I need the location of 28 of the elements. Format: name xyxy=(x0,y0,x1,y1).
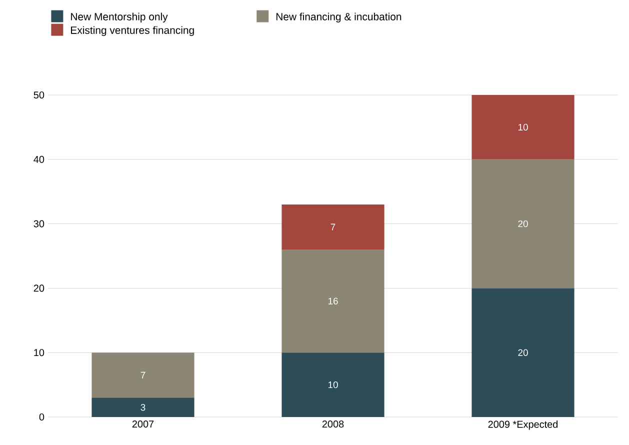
data-label: 7 xyxy=(140,372,146,378)
y-tick-label: 0 xyxy=(39,413,44,421)
legend-label: New financing & incubation xyxy=(276,12,402,22)
bar xyxy=(282,204,384,250)
bar xyxy=(92,352,194,398)
x-tick-label: 2007 xyxy=(132,420,154,428)
bar xyxy=(472,159,574,288)
bar xyxy=(472,288,574,417)
y-tick-label: 20 xyxy=(34,284,44,292)
y-tick-label: 10 xyxy=(34,349,44,356)
bar xyxy=(472,95,574,160)
y-tick-label: 50 xyxy=(34,91,44,99)
x-tick-label: 2009 *Expected xyxy=(488,420,558,430)
x-tick-label: 2008 xyxy=(322,420,344,428)
legend-label: New Mentorship only xyxy=(71,12,168,22)
data-label: 3 xyxy=(140,404,146,411)
data-label: 20 xyxy=(518,220,528,228)
data-label: 10 xyxy=(328,381,338,388)
bar xyxy=(92,398,194,417)
y-tick-label: 40 xyxy=(34,156,44,163)
bar xyxy=(282,352,384,417)
data-label: 16 xyxy=(328,298,338,304)
legend-label: Existing ventures financing xyxy=(71,26,194,36)
data-label: 7 xyxy=(330,224,336,230)
bar xyxy=(282,250,384,353)
y-tick-label: 30 xyxy=(34,220,44,228)
data-label: 10 xyxy=(518,124,528,131)
data-label: 20 xyxy=(518,349,528,356)
